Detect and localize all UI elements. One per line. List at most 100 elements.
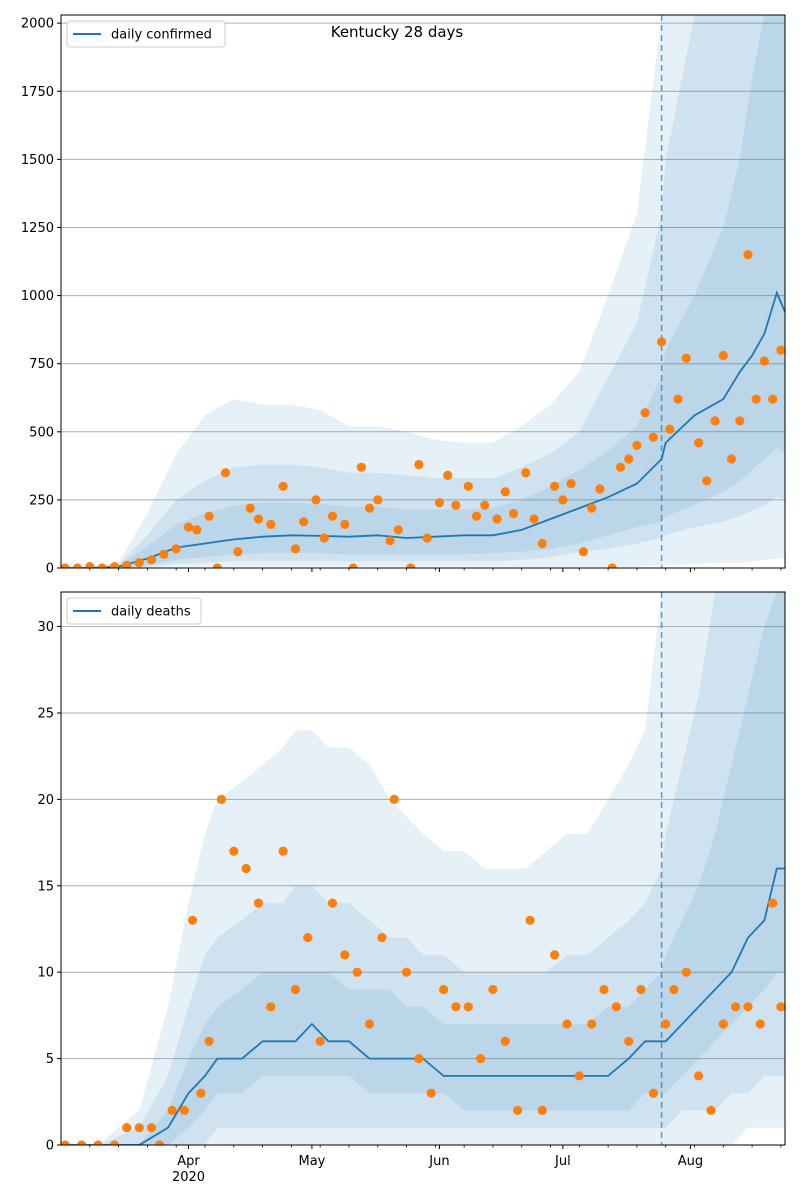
model-line <box>61 290 785 568</box>
observed-point <box>434 498 445 508</box>
observed-point <box>422 533 432 543</box>
observed-point <box>776 345 785 355</box>
observed-point <box>648 432 659 442</box>
observed-point <box>319 533 329 543</box>
observed-point <box>521 468 531 478</box>
observed-point <box>640 408 650 418</box>
observed-point <box>109 562 120 568</box>
observed-point <box>179 1105 189 1115</box>
observed-point <box>122 1123 132 1133</box>
observed-point <box>550 481 560 491</box>
observed-point <box>278 481 288 491</box>
observed-point <box>414 459 424 470</box>
observed-point <box>451 1002 461 1012</box>
observed-point <box>220 468 231 478</box>
y-tick-label: 250 <box>29 493 54 508</box>
y-tick-label: 2000 <box>21 17 54 32</box>
legend-box <box>66 20 226 48</box>
observed-point <box>122 560 132 568</box>
y-tick-label: 10 <box>37 966 54 981</box>
y-tick-label: 20 <box>37 793 54 808</box>
observed-point <box>471 511 482 521</box>
observed-point <box>188 915 198 925</box>
observed-point <box>726 454 737 464</box>
observed-point <box>566 479 576 489</box>
observed-point <box>513 1105 523 1115</box>
uncertainty-band-outer <box>61 592 785 1145</box>
uncertainty-band-middle <box>61 15 785 568</box>
observed-point <box>702 476 712 486</box>
axes-frame <box>60 14 786 569</box>
observed-point <box>134 558 144 568</box>
observed-point <box>315 1036 325 1046</box>
observed-point <box>488 984 498 995</box>
observed-point <box>61 563 70 568</box>
observed-point <box>578 547 589 557</box>
confirmed-panel: 0 250 500 750 1000 1250 1500 1750 2000 daily conf… <box>21 14 786 577</box>
observed-point <box>615 462 626 472</box>
observed-point <box>159 549 169 560</box>
observed-point <box>278 846 288 856</box>
observed-point <box>266 519 276 530</box>
observed-point <box>385 536 395 546</box>
observed-point <box>537 538 547 549</box>
observed-point <box>241 863 251 874</box>
observed-point <box>537 1105 547 1115</box>
observed-point <box>624 454 634 464</box>
observed-point <box>463 481 473 491</box>
observed-point <box>718 1019 728 1029</box>
y-tick-label: 0 <box>46 562 54 577</box>
observed-point <box>311 495 321 505</box>
observed-point <box>529 514 539 524</box>
x-tick-label: 2020 <box>172 1170 205 1185</box>
observed-point <box>233 547 243 557</box>
observed-point <box>266 1002 276 1012</box>
observed-point <box>373 495 383 505</box>
observed-point <box>480 500 490 510</box>
observed-point <box>562 1019 572 1029</box>
observed-point <box>352 967 362 977</box>
observed-point <box>759 356 770 366</box>
observed-point <box>476 1054 486 1064</box>
observed-point <box>216 794 226 805</box>
observed-point <box>492 514 502 524</box>
y-tick-label: 1250 <box>21 221 54 236</box>
x-tick-label: Jun <box>428 1154 449 1169</box>
observed-point <box>61 1140 70 1145</box>
observed-point <box>735 416 745 426</box>
y-tick-label: 0 <box>46 1139 54 1154</box>
observed-point <box>97 563 107 568</box>
x-tick-label: Jul <box>554 1154 571 1169</box>
observed-point <box>599 984 609 995</box>
observed-point <box>327 898 338 908</box>
observed-point <box>632 440 642 450</box>
y-tick-label: 500 <box>29 425 54 440</box>
observed-point <box>146 1123 157 1133</box>
observed-point <box>406 563 416 568</box>
observed-point <box>657 337 667 347</box>
y-tick-label: 15 <box>37 879 54 894</box>
observed-point <box>443 470 453 480</box>
observed-point <box>661 1019 671 1029</box>
y-tick-label: 1500 <box>21 153 54 168</box>
axes-frame <box>60 591 786 1146</box>
observed-point <box>755 1019 765 1029</box>
observed-point <box>587 503 597 513</box>
x-tick-label: Apr <box>177 1154 200 1169</box>
observed-point <box>743 250 753 260</box>
observed-point <box>72 563 83 568</box>
observed-point <box>299 517 309 527</box>
legend-label: daily deaths <box>111 605 191 620</box>
observed-point <box>192 525 202 535</box>
observed-point <box>167 1105 177 1115</box>
uncertainty-band-outer <box>61 15 785 568</box>
observed-point <box>525 915 535 925</box>
observed-point <box>348 563 358 568</box>
observed-point <box>253 898 264 908</box>
observed-point <box>439 984 449 995</box>
y-tick-label: 5 <box>46 1052 54 1067</box>
observed-point <box>611 1002 621 1012</box>
observed-point <box>356 462 366 472</box>
y-tick-label: 750 <box>29 357 54 372</box>
